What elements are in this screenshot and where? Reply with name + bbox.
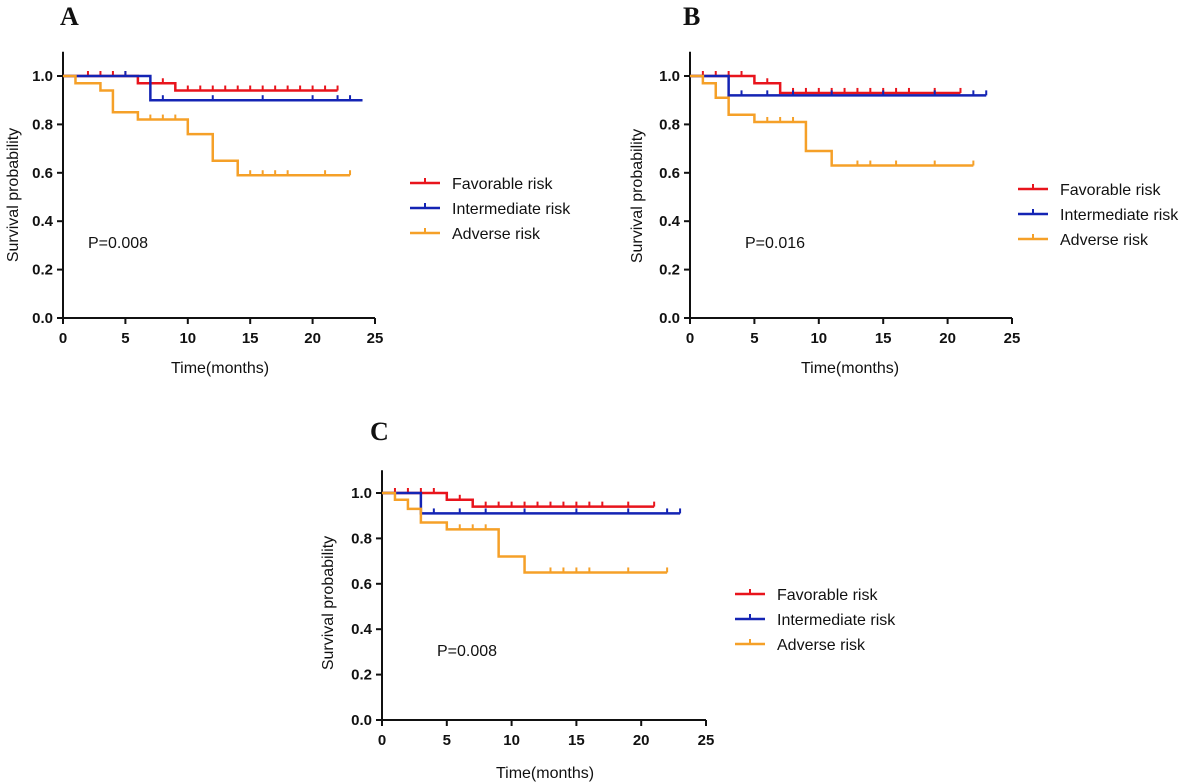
- x-tick-label: 0: [378, 732, 386, 749]
- x-tick-label: 10: [503, 732, 520, 749]
- y-axis-title: Survival probability: [629, 129, 646, 263]
- survival-curve-adverse: [63, 74, 351, 177]
- survival-curve-favorable: [382, 491, 655, 508]
- legend-entry-intermediate: Intermediate risk: [410, 201, 571, 218]
- legend-label-adverse: Adverse risk: [777, 637, 866, 654]
- legend-label-intermediate: Intermediate risk: [452, 201, 571, 218]
- y-tick-label: 0.8: [351, 530, 372, 547]
- legend-label-favorable: Favorable risk: [452, 176, 553, 193]
- y-tick-label: 0.2: [659, 262, 680, 279]
- y-tick-label: 0.6: [659, 165, 680, 182]
- x-tick-label: 0: [59, 330, 67, 347]
- x-tick-label: 15: [568, 732, 585, 749]
- y-tick-label: 0.6: [32, 165, 53, 182]
- y-tick-label: 0.8: [659, 116, 680, 133]
- survival-curve-favorable: [690, 74, 961, 95]
- panel-letter: C: [370, 417, 389, 446]
- legend-entry-favorable: Favorable risk: [410, 176, 553, 193]
- x-tick-label: 15: [242, 330, 259, 347]
- x-tick-label: 5: [121, 330, 129, 347]
- x-tick-label: 25: [367, 330, 384, 347]
- axes: 0 5 10 15 20 25 0.0 0.2 0.4 0.6 0.8 1.0: [32, 51, 384, 347]
- panel-letter: B: [683, 2, 700, 31]
- y-tick-label: 0.0: [351, 712, 372, 729]
- legend-label-intermediate: Intermediate risk: [777, 612, 896, 629]
- x-axis-title: Time(months): [496, 765, 594, 782]
- legend-label-intermediate: Intermediate risk: [1060, 207, 1179, 224]
- p-value-annotation: P=0.008: [88, 235, 148, 252]
- legend-entry-favorable: Favorable risk: [1018, 182, 1161, 199]
- legend: Favorable risk Intermediate risk Adverse…: [410, 176, 571, 243]
- x-tick-label: 25: [1004, 330, 1021, 347]
- x-tick-label: 5: [750, 330, 758, 347]
- x-tick-label: 5: [443, 732, 451, 749]
- panel-c: C Time(months) Survival probability P=0.…: [320, 417, 896, 782]
- legend-entry-adverse: Adverse risk: [1018, 232, 1149, 249]
- x-axis-title: Time(months): [801, 360, 899, 377]
- survival-curve-intermediate: [690, 74, 987, 97]
- x-tick-label: 10: [179, 330, 196, 347]
- y-tick-label: 0.4: [351, 621, 373, 638]
- y-axis-title: Survival probability: [320, 536, 337, 670]
- y-tick-label: 0.2: [351, 667, 372, 684]
- legend-entry-favorable: Favorable risk: [735, 587, 878, 604]
- x-tick-label: 10: [810, 330, 827, 347]
- legend-label-favorable: Favorable risk: [1060, 182, 1161, 199]
- survival-curve-intermediate: [63, 74, 363, 102]
- y-axis-title: Survival probability: [5, 128, 22, 262]
- x-tick-label: 20: [939, 330, 956, 347]
- panel-a: A Time(months) Survival probability P=0.…: [5, 2, 571, 377]
- legend-entry-intermediate: Intermediate risk: [1018, 207, 1179, 224]
- x-tick-label: 20: [304, 330, 321, 347]
- x-tick-label: 15: [875, 330, 892, 347]
- legend-label-adverse: Adverse risk: [1060, 232, 1149, 249]
- y-tick-label: 1.0: [351, 485, 372, 502]
- survival-curves: [382, 488, 682, 574]
- axes: 0 5 10 15 20 25 0.0 0.2 0.4 0.6 0.8 1.0: [659, 51, 1021, 347]
- legend: Favorable risk Intermediate risk Adverse…: [1018, 182, 1179, 249]
- y-tick-label: 1.0: [32, 68, 53, 85]
- survival-curve-adverse: [690, 74, 974, 167]
- y-tick-label: 0.4: [32, 213, 54, 230]
- axes: 0 5 10 15 20 25 0.0 0.2 0.4 0.6 0.8 1.0: [351, 470, 714, 749]
- x-tick-label: 20: [633, 732, 650, 749]
- survival-curves: [63, 71, 363, 177]
- survival-curve-intermediate: [382, 491, 681, 515]
- legend-label-adverse: Adverse risk: [452, 226, 541, 243]
- panel-b: B Time(months) Survival probability P=0.…: [629, 2, 1179, 377]
- y-tick-label: 0.6: [351, 576, 372, 593]
- panel-letter: A: [60, 2, 79, 31]
- survival-curves: [690, 71, 988, 167]
- legend-label-favorable: Favorable risk: [777, 587, 878, 604]
- survival-curve-adverse: [382, 491, 668, 574]
- p-value-annotation: P=0.016: [745, 235, 805, 252]
- legend: Favorable risk Intermediate risk Adverse…: [735, 587, 896, 654]
- y-tick-label: 0.2: [32, 262, 53, 279]
- y-tick-label: 0.0: [32, 310, 53, 327]
- x-axis-title: Time(months): [171, 360, 269, 377]
- x-tick-label: 0: [686, 330, 694, 347]
- legend-entry-adverse: Adverse risk: [410, 226, 541, 243]
- y-tick-label: 0.4: [659, 213, 681, 230]
- legend-entry-adverse: Adverse risk: [735, 637, 866, 654]
- y-tick-label: 0.0: [659, 310, 680, 327]
- legend-entry-intermediate: Intermediate risk: [735, 612, 896, 629]
- x-tick-label: 25: [698, 732, 715, 749]
- y-tick-label: 1.0: [659, 68, 680, 85]
- p-value-annotation: P=0.008: [437, 643, 497, 660]
- y-tick-label: 0.8: [32, 116, 53, 133]
